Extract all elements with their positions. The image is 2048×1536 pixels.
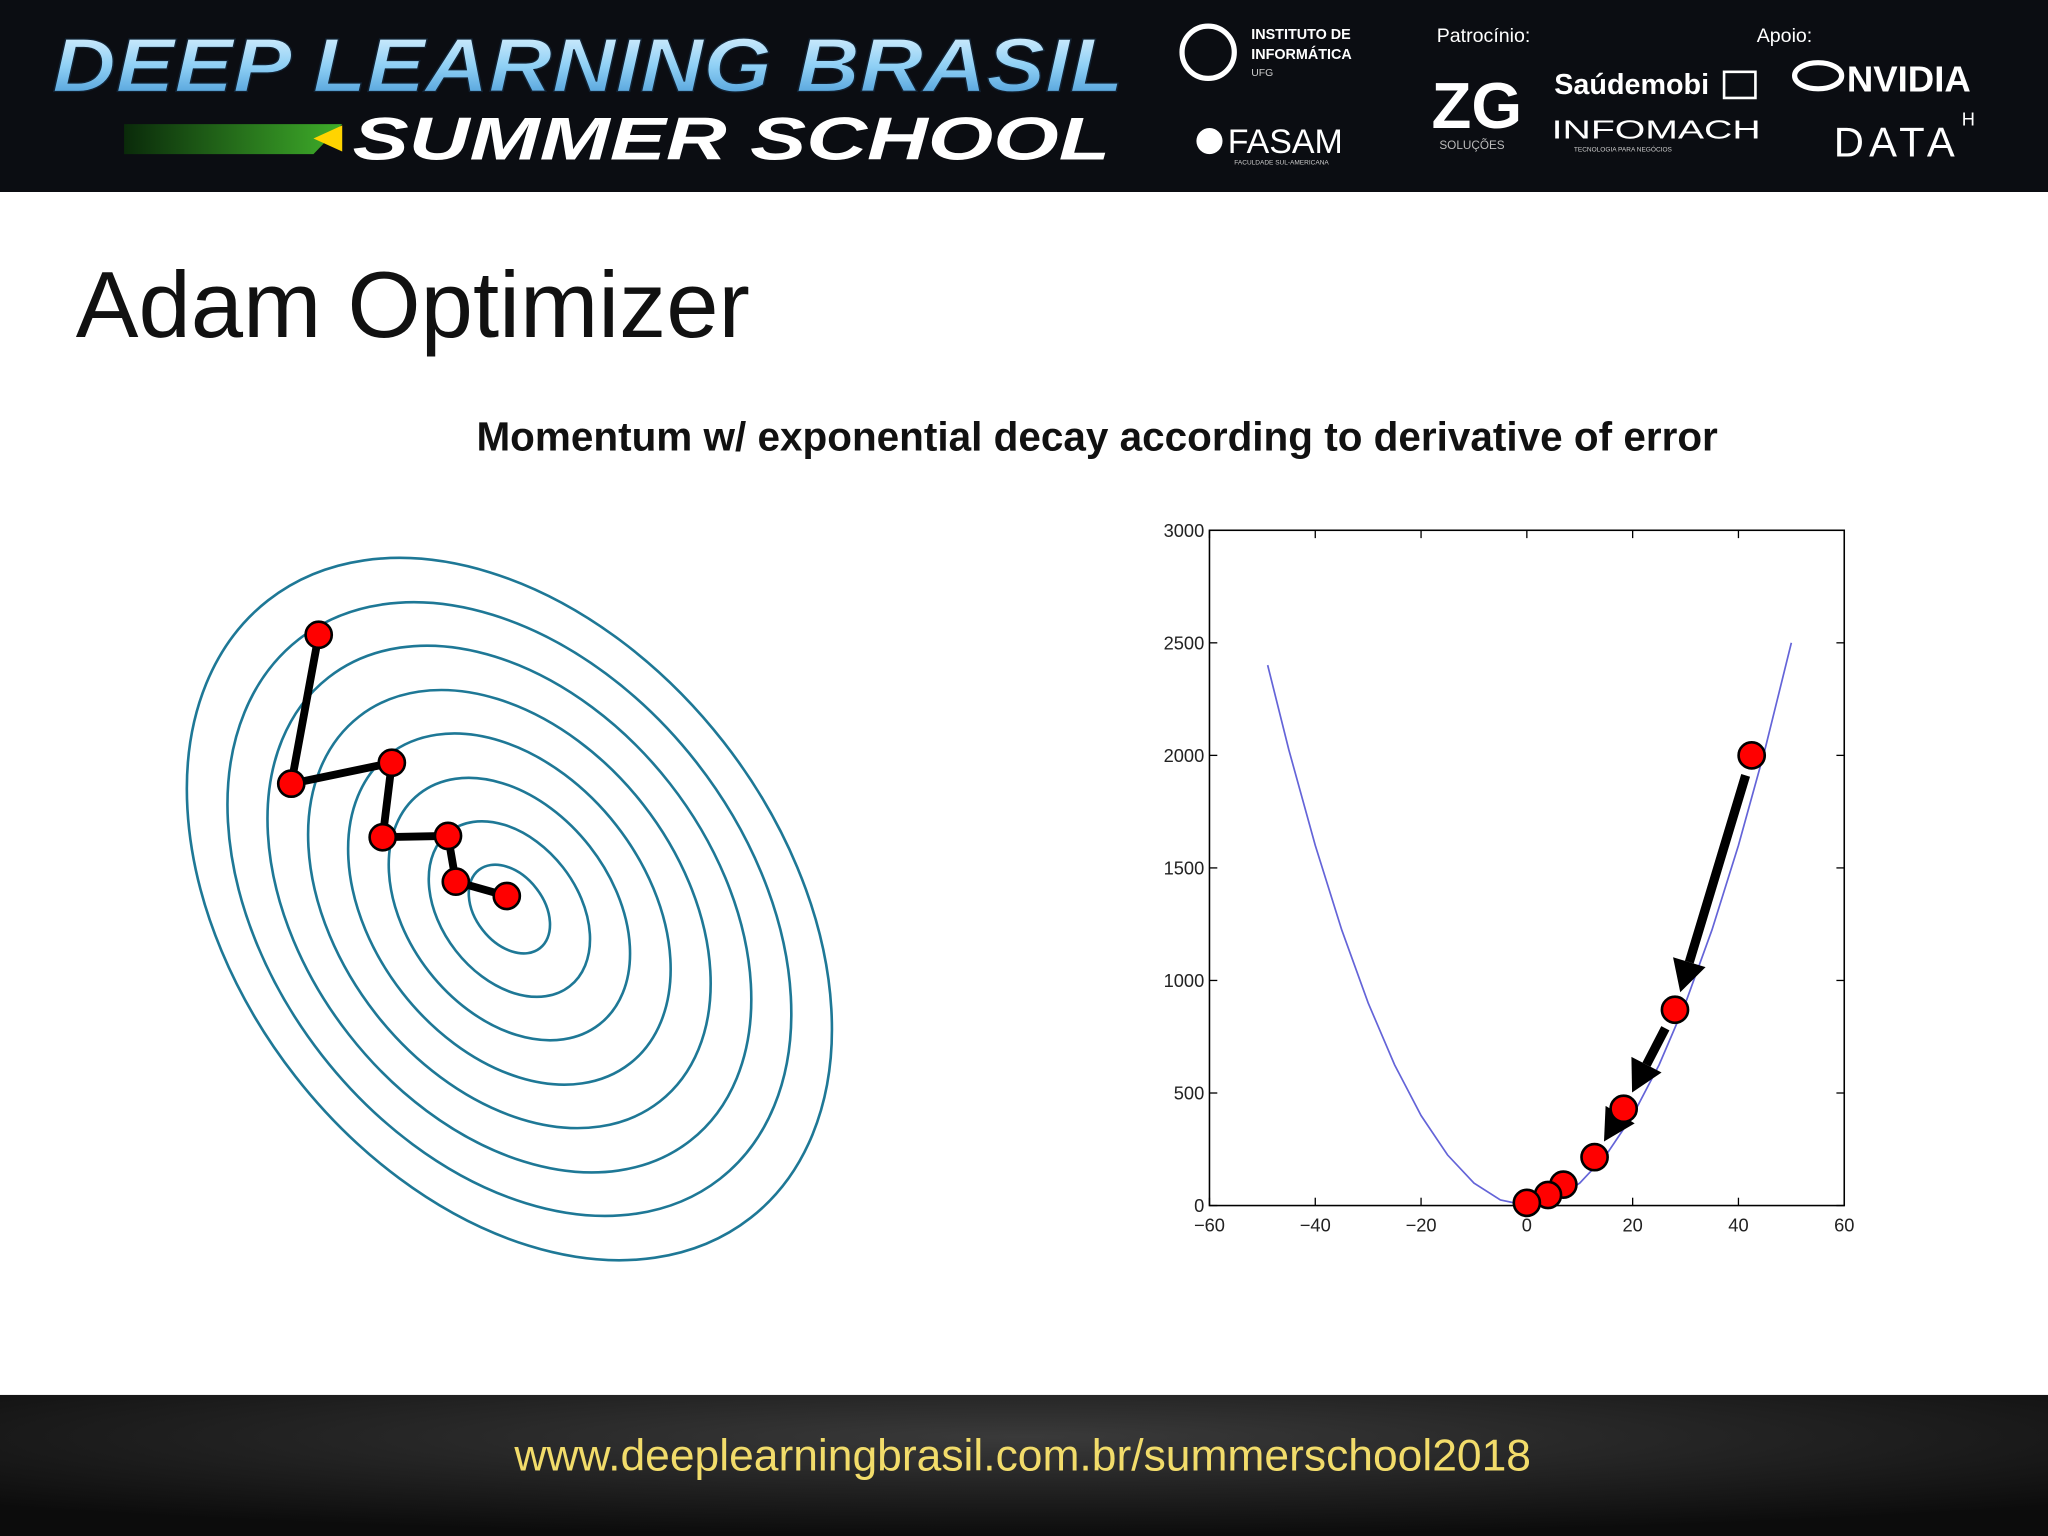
- contour: [226, 600, 793, 1218]
- step-arrow-head: [1673, 957, 1706, 993]
- x-tick-label: −20: [1406, 1215, 1437, 1236]
- contour: [387, 776, 632, 1042]
- footer-band: [0, 1394, 2048, 1536]
- plot-frame: [1208, 529, 1846, 1207]
- x-tick-label: 20: [1622, 1215, 1642, 1236]
- support-logo: DATA: [1834, 119, 1960, 166]
- sponsor-logo-sub: TECNOLOGIA PARA NEGÓCIOS: [1574, 145, 1673, 154]
- partner-text: FACULDADE SUL-AMERICANA: [1234, 160, 1329, 167]
- x-tick-label: 40: [1728, 1215, 1748, 1236]
- logo-icon: [1722, 70, 1757, 100]
- y-tick-label: 500: [1174, 1083, 1204, 1104]
- sponsor-logo-sub: SOLUÇÕES: [1439, 139, 1504, 152]
- step-point: [368, 822, 398, 852]
- x-tick-label: −60: [1194, 1215, 1225, 1236]
- header-stripe: [124, 124, 343, 155]
- contour: [266, 644, 753, 1174]
- step-arrow: [1684, 774, 1751, 964]
- step-point: [492, 881, 522, 911]
- partner-text: INSTITUTO DE: [1251, 27, 1351, 43]
- y-tick-label: 0: [1194, 1195, 1204, 1216]
- sponsor-label: Patrocínio:: [1437, 25, 1531, 47]
- support-label: Apoio:: [1757, 25, 1813, 47]
- y-tick-label: 1000: [1164, 970, 1205, 991]
- sponsor-logo: Saúdemobi: [1554, 69, 1709, 101]
- slide-title: Adam Optimizer: [76, 252, 750, 357]
- optimizer-point: [1512, 1188, 1542, 1218]
- y-tick-label: 3000: [1164, 520, 1205, 541]
- support-logo: H: [1962, 108, 1975, 129]
- logo-icon: [1791, 60, 1845, 92]
- partner-text: UFG: [1251, 68, 1273, 79]
- logo-icon: [1196, 128, 1223, 155]
- optimizer-point: [1609, 1094, 1639, 1124]
- optimizer-point: [1580, 1142, 1609, 1172]
- sponsor-logo: ZG: [1432, 69, 1523, 142]
- contour: [467, 863, 552, 955]
- sponsor-logo: INFOMACH: [1552, 114, 1761, 144]
- step-arrow-head: [1631, 1056, 1662, 1093]
- step-point: [304, 620, 334, 650]
- step-point: [276, 769, 306, 799]
- header-band: [0, 0, 2048, 192]
- curve: [1266, 642, 1793, 1207]
- partner-text: FASAM: [1228, 123, 1343, 161]
- header-subtitle: SUMMER SCHOOL: [353, 105, 1111, 172]
- y-tick-label: 2500: [1164, 632, 1205, 653]
- y-tick-label: 2000: [1164, 745, 1205, 766]
- footer-url: www.deeplearningbrasil.com.br/summerscho…: [513, 1432, 1531, 1481]
- path-points: [276, 620, 522, 911]
- step-point: [377, 748, 407, 778]
- contour: [306, 688, 712, 1130]
- optimizer-point: [1660, 995, 1690, 1025]
- x-tick-label: 60: [1834, 1215, 1854, 1236]
- step-point: [441, 867, 471, 896]
- x-tick-label: 0: [1522, 1215, 1532, 1236]
- y-tick-label: 1500: [1164, 857, 1205, 878]
- chart: 0 500 1000 1500 2000 2500 3000 −60 −40 −20 0 20 40 60: [1164, 520, 1855, 1236]
- logo-icon: [1179, 23, 1237, 81]
- step-arrow: [1642, 1026, 1670, 1067]
- flag-accent: [313, 125, 343, 152]
- step-point: [433, 821, 463, 851]
- slide-subtitle: Momentum w/ exponential decay according …: [476, 414, 1718, 460]
- support-logo: NVIDIA: [1847, 58, 1971, 99]
- optimizer-point: [1737, 741, 1767, 770]
- header-title: DEEP LEARNING BRASIL: [52, 23, 1123, 108]
- x-tick-label: −40: [1300, 1215, 1331, 1236]
- partner-text: INFORMÁTICA: [1251, 46, 1352, 63]
